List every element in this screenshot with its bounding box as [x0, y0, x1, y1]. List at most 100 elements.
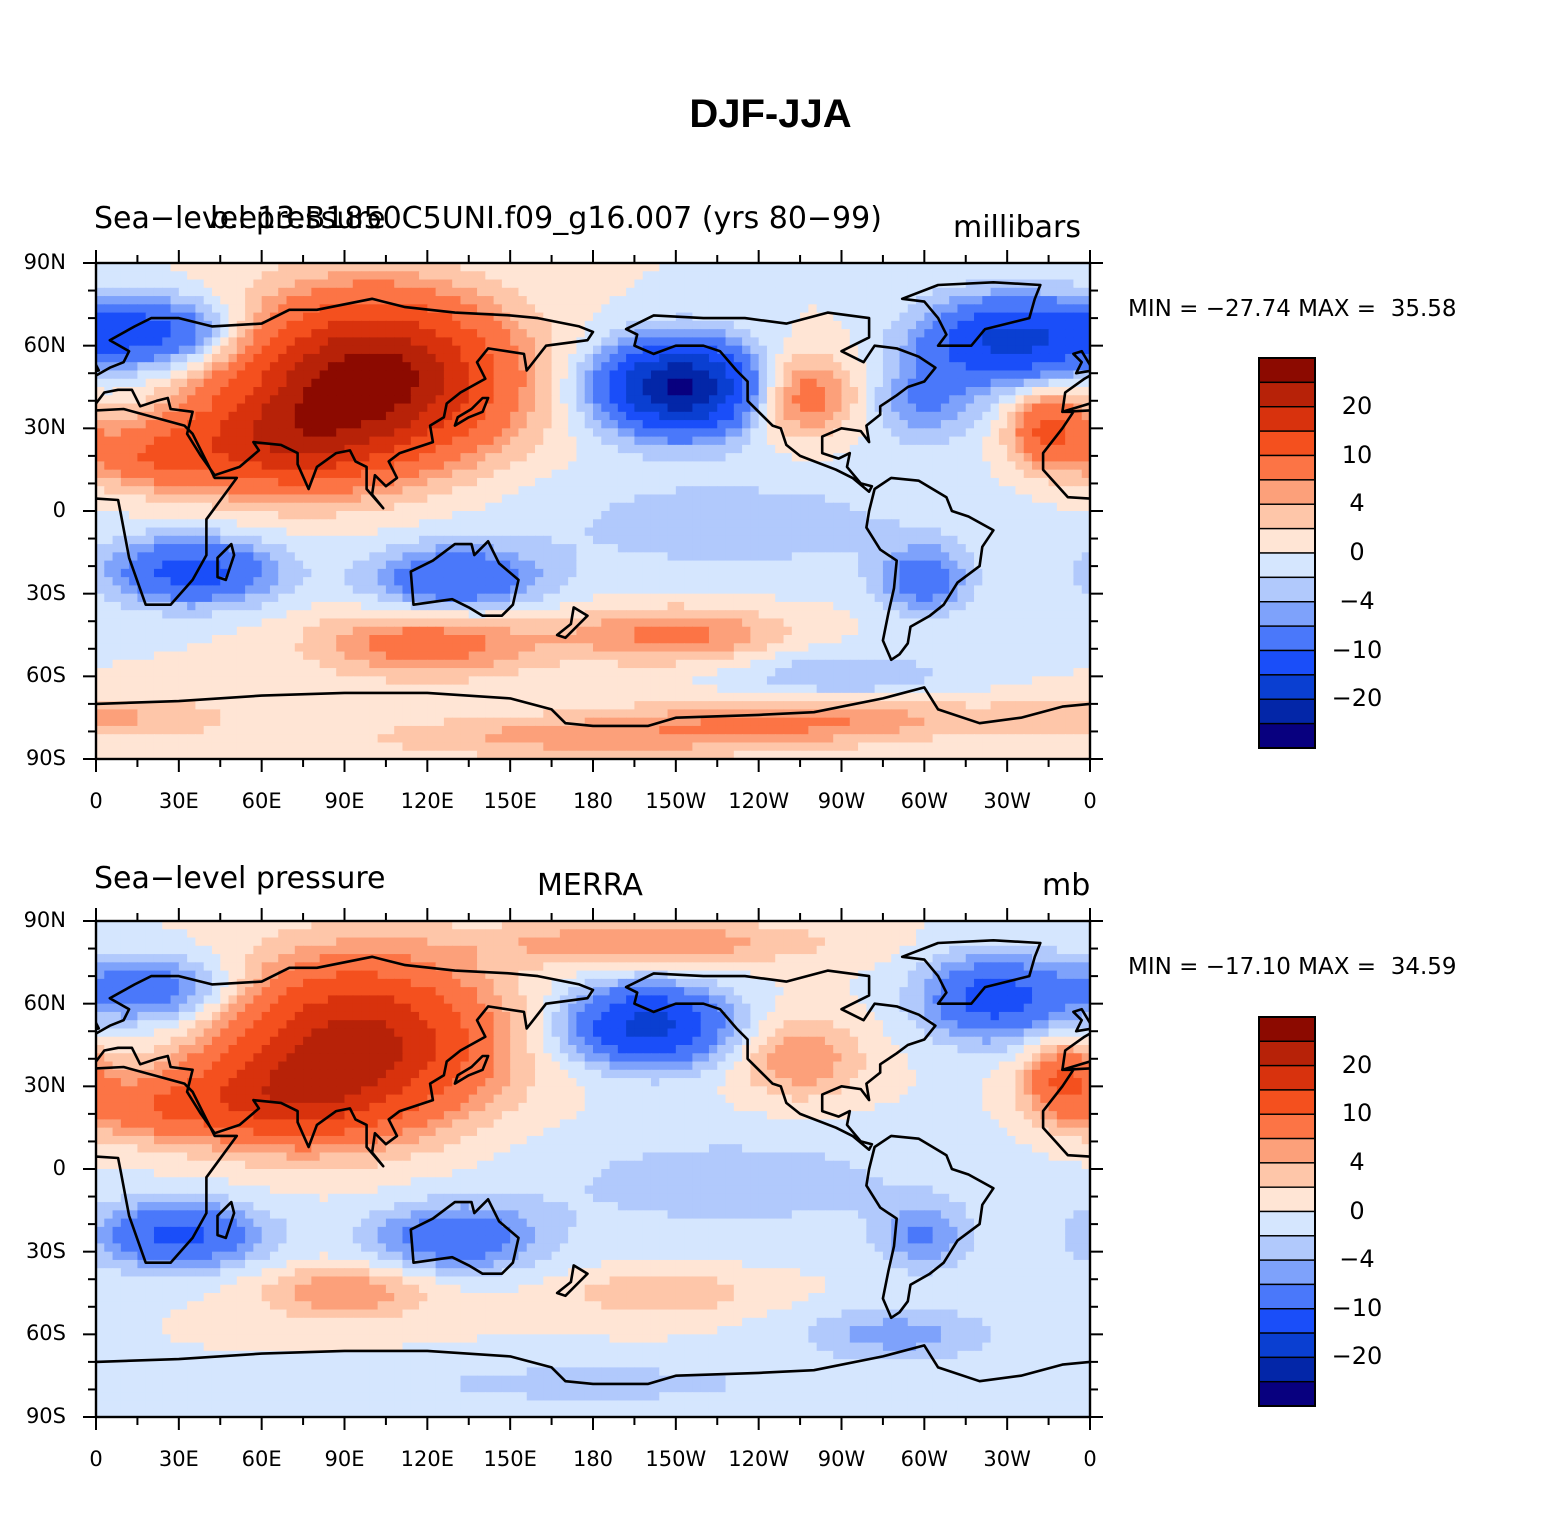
y-tick-label: 90N: [23, 250, 66, 274]
x-tick-label: 60W: [900, 1447, 949, 1471]
x-tick-label: 180: [572, 1447, 614, 1471]
colorbar-box: [1258, 649, 1316, 676]
colorbar-box: [1258, 1113, 1316, 1140]
coastline-southamerica: [865, 1134, 995, 1320]
y-tick-label: 30N: [23, 415, 66, 440]
x-tick-label: 0: [89, 789, 103, 813]
colorbar-label: −10: [1331, 635, 1383, 664]
y-tick-label: 90S: [25, 1404, 66, 1428]
coastline-africa: [1041, 409, 1090, 500]
coastline-uk: [1072, 349, 1090, 375]
colorbar-box: [1258, 1283, 1316, 1310]
coastline-africa: [1041, 1067, 1090, 1158]
panel2-units-label: mb: [1042, 868, 1091, 903]
x-tick-label: 0: [1083, 1447, 1097, 1471]
x-tick-label: 30E: [158, 789, 199, 813]
y-tick-label: 90S: [25, 746, 66, 770]
coastline-newzealand: [555, 606, 589, 640]
y-tick-label: 60S: [25, 1321, 66, 1346]
colorbar-box: [1258, 1064, 1316, 1091]
x-tick-label: 60E: [241, 789, 282, 813]
colorbar-label: 20: [1341, 391, 1373, 420]
colorbar-box: [1258, 503, 1316, 530]
coastline-madagascar: [1212, 1202, 1229, 1238]
x-tick-label: 150W: [645, 1447, 707, 1471]
colorbar-box: [1258, 698, 1316, 725]
panel2-left-label: Sea−level pressure: [94, 861, 386, 896]
coastline-eurasia: [96, 297, 595, 510]
colorbar-box: [1258, 1308, 1316, 1334]
x-tick-label: 90E: [324, 789, 365, 813]
colorbar-box: [1258, 1089, 1316, 1115]
coastline-antarctica: [96, 1361, 97, 1364]
x-tick-label: 60E: [241, 1447, 282, 1471]
map-panel-1: [96, 263, 1513, 759]
panel1-left-label: Sea−level pressure: [94, 201, 386, 236]
panel2-minmax: MIN = −17.10 MAX = 34.59: [1128, 954, 1457, 980]
colorbar-box: [1258, 1235, 1316, 1261]
y-tick-label: 90N: [23, 908, 66, 932]
colorbar-box: [1258, 1210, 1316, 1237]
coastline-australia: [409, 540, 520, 617]
colorbar-box: [1258, 1259, 1316, 1286]
x-tick-label: 180: [572, 789, 614, 813]
coastline-antarctica: [96, 703, 97, 706]
coastline-africa: [96, 407, 239, 606]
colorbar-box: [1258, 1162, 1316, 1188]
coastline-africa: [96, 1065, 239, 1264]
x-tick-label: 0: [89, 1447, 103, 1471]
colorbar-label: 0: [1349, 1196, 1365, 1225]
coastline-uk: [1072, 1007, 1090, 1033]
coastline-japan: [453, 396, 490, 427]
x-tick-label: 90E: [324, 1447, 365, 1471]
y-tick-label: 30S: [25, 580, 66, 605]
coastline-japan: [1449, 1056, 1482, 1084]
colorbar-frame: [1258, 1016, 1316, 1407]
y-tick-label: 60S: [25, 663, 66, 688]
coastline-newzealand: [555, 1264, 589, 1298]
coastline-uk: [96, 362, 101, 373]
colorbar-box: [1258, 527, 1316, 554]
y-tick-label: 30N: [23, 1073, 66, 1098]
colorbar-label: 10: [1341, 1099, 1373, 1128]
colorbar-2: [1258, 1016, 1316, 1407]
colorbar-label: 20: [1341, 1050, 1373, 1079]
colorbar-box: [1258, 576, 1316, 603]
x-tick-label: 120E: [400, 789, 454, 813]
colorbar-box: [1258, 357, 1316, 384]
colorbar-box: [1258, 1040, 1316, 1067]
panel1-units-label: millibars: [953, 210, 1081, 245]
colorbar-label: −20: [1331, 684, 1383, 713]
colorbar-box: [1258, 381, 1316, 408]
colorbar-box: [1258, 430, 1316, 457]
x-tick-label: 150W: [645, 789, 707, 813]
colorbar-label: −20: [1331, 1342, 1383, 1371]
x-tick-label: 90W: [817, 1447, 866, 1471]
x-tick-label: 30W: [983, 1447, 1031, 1471]
x-tick-label: 120W: [728, 789, 790, 813]
colorbar-label: −4: [1339, 1245, 1375, 1274]
y-tick-label: 60N: [23, 990, 66, 1015]
panel1-center-label: b.e13.B1850C5UNI.f09_g16.007 (yrs 80−99): [210, 201, 882, 236]
coastline-antarctica: [96, 1344, 1090, 1386]
colorbar-box: [1258, 1332, 1316, 1359]
y-tick-label: 0: [52, 1156, 66, 1180]
colorbar-box: [1258, 479, 1316, 505]
colorbar-label: 4: [1349, 1147, 1365, 1176]
colorbar-label: 10: [1341, 440, 1373, 469]
colorbar-box: [1258, 406, 1316, 432]
x-tick-label: 30W: [983, 789, 1031, 813]
colorbar-label: −4: [1339, 586, 1375, 615]
colorbar-box: [1258, 601, 1316, 627]
colorbar-box: [1258, 1137, 1316, 1164]
panel2-center-label: MERRA: [537, 868, 643, 903]
x-tick-label: 30E: [158, 1447, 199, 1471]
map-panel-2: [96, 921, 1482, 1417]
colorbar-box: [1258, 722, 1316, 749]
y-tick-label: 0: [52, 498, 66, 522]
colorbar-box: [1258, 1380, 1316, 1407]
coastline-greenland: [900, 281, 1042, 347]
coastline-australia: [1405, 541, 1513, 615]
y-tick-label: 60N: [23, 332, 66, 357]
